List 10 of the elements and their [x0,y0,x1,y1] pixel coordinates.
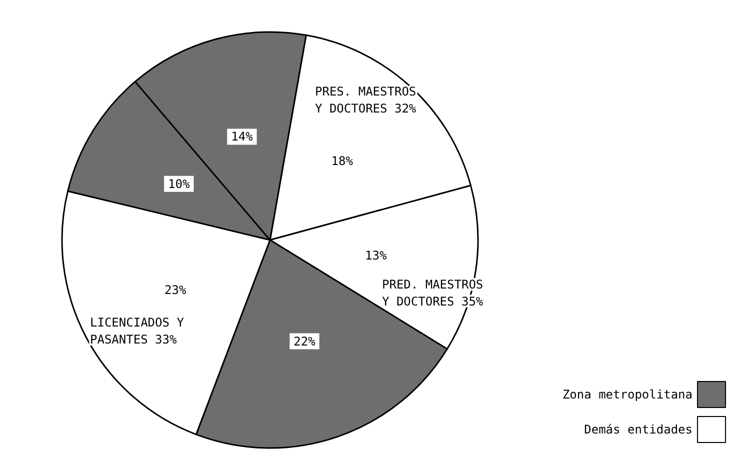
text: LICENCIADOS Y PASANTES 33% [90,316,185,346]
data-label: 18% [331,154,354,168]
legend-label: Zona metropolitana [562,388,692,402]
data-label: 22% [294,334,316,348]
data-label: 23% [164,282,187,297]
data-label: 10% [168,176,190,191]
text: PRES. MAESTROS Y DOCTORES 32% [315,84,417,116]
data-label: 14% [231,130,254,144]
data-label: 13% [365,248,388,262]
legend-label: Demás entidades [584,422,692,436]
